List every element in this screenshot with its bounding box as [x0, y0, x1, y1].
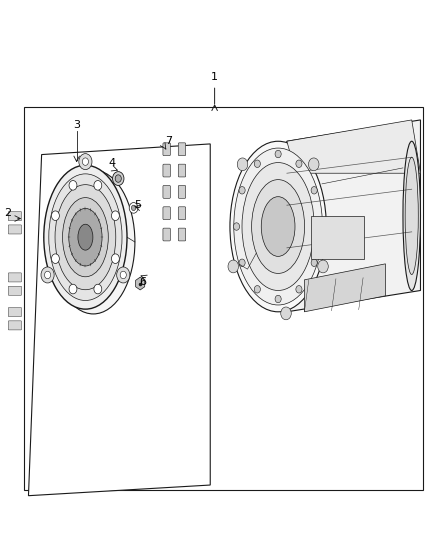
Ellipse shape	[44, 165, 127, 309]
FancyBboxPatch shape	[163, 207, 170, 220]
Circle shape	[115, 175, 121, 182]
Circle shape	[228, 260, 239, 273]
Circle shape	[111, 254, 119, 263]
Circle shape	[233, 223, 240, 230]
Circle shape	[311, 187, 317, 194]
Polygon shape	[304, 264, 385, 312]
Circle shape	[308, 158, 319, 171]
FancyBboxPatch shape	[178, 143, 186, 156]
Circle shape	[113, 172, 124, 185]
Text: 4: 4	[108, 158, 115, 167]
Circle shape	[296, 160, 302, 167]
FancyBboxPatch shape	[178, 164, 186, 177]
FancyBboxPatch shape	[8, 273, 21, 282]
Ellipse shape	[403, 141, 420, 290]
FancyBboxPatch shape	[178, 185, 186, 198]
FancyBboxPatch shape	[8, 212, 21, 221]
Circle shape	[69, 284, 77, 294]
FancyBboxPatch shape	[163, 143, 170, 156]
Circle shape	[281, 307, 291, 320]
Polygon shape	[287, 120, 420, 173]
Circle shape	[69, 181, 77, 190]
Circle shape	[254, 160, 260, 167]
Circle shape	[311, 259, 317, 266]
FancyBboxPatch shape	[163, 228, 170, 241]
Circle shape	[82, 158, 88, 165]
Text: 1: 1	[211, 72, 218, 82]
Ellipse shape	[63, 198, 108, 277]
Circle shape	[131, 205, 136, 211]
Ellipse shape	[55, 184, 116, 290]
Polygon shape	[287, 120, 420, 312]
Circle shape	[129, 203, 138, 213]
Circle shape	[111, 211, 119, 221]
Circle shape	[120, 271, 126, 279]
Circle shape	[237, 158, 248, 171]
FancyBboxPatch shape	[178, 228, 186, 241]
Circle shape	[94, 181, 102, 190]
Ellipse shape	[69, 208, 102, 266]
Ellipse shape	[78, 224, 93, 250]
Text: 7: 7	[165, 136, 172, 146]
Circle shape	[52, 211, 60, 221]
FancyBboxPatch shape	[163, 164, 170, 177]
Circle shape	[239, 187, 245, 194]
Bar	[24, 107, 423, 490]
Text: 3: 3	[73, 120, 80, 130]
Ellipse shape	[230, 141, 326, 312]
Ellipse shape	[52, 170, 135, 314]
Circle shape	[318, 260, 328, 273]
FancyBboxPatch shape	[8, 308, 21, 317]
Ellipse shape	[261, 197, 295, 256]
Circle shape	[275, 295, 281, 303]
FancyBboxPatch shape	[8, 321, 21, 330]
Circle shape	[79, 154, 92, 169]
Circle shape	[239, 259, 245, 266]
Circle shape	[41, 267, 54, 283]
Circle shape	[317, 223, 323, 230]
Circle shape	[117, 267, 130, 283]
Ellipse shape	[49, 174, 122, 301]
FancyBboxPatch shape	[163, 185, 170, 198]
Bar	[311, 216, 364, 259]
Circle shape	[45, 271, 51, 279]
Text: 6: 6	[139, 278, 146, 287]
Text: 5: 5	[134, 200, 141, 210]
FancyBboxPatch shape	[8, 225, 21, 234]
Polygon shape	[136, 277, 145, 290]
Circle shape	[296, 286, 302, 293]
FancyBboxPatch shape	[8, 286, 21, 295]
Circle shape	[52, 254, 60, 263]
FancyBboxPatch shape	[178, 207, 186, 220]
Text: 2: 2	[4, 208, 11, 218]
Ellipse shape	[405, 157, 418, 274]
Circle shape	[94, 284, 102, 294]
Circle shape	[275, 150, 281, 158]
Ellipse shape	[234, 148, 322, 305]
Polygon shape	[28, 144, 210, 496]
Circle shape	[254, 286, 260, 293]
Ellipse shape	[251, 180, 305, 273]
Ellipse shape	[242, 163, 314, 290]
